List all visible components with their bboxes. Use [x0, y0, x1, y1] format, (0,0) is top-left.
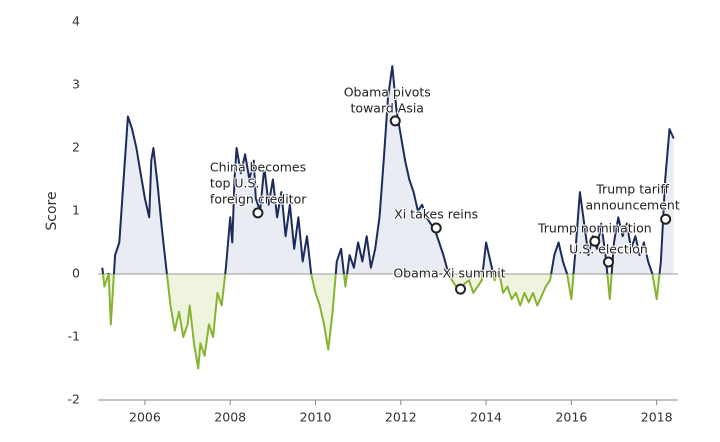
- annotation-label: toward Asia: [351, 100, 424, 115]
- y-tick-label: -2: [68, 392, 80, 407]
- y-tick-label: 3: [72, 77, 80, 92]
- x-tick-label: 2018: [641, 410, 673, 425]
- y-tick-label: 4: [72, 14, 80, 29]
- x-tick-label: 2012: [385, 410, 417, 425]
- y-tick-label: -1: [68, 329, 80, 344]
- annotation-label: Trump tariff: [595, 182, 669, 197]
- annotation-label: Trump nomination: [537, 221, 652, 236]
- annotation-label: Xi takes reins: [394, 207, 478, 222]
- x-tick-label: 2014: [470, 410, 502, 425]
- annotation-label: foreign creditor: [210, 191, 307, 206]
- y-tick-label: 1: [72, 203, 80, 218]
- annotation-label: Obama pivots: [344, 84, 431, 99]
- annotation-marker: [455, 283, 466, 295]
- annotation-label: announcement: [585, 198, 679, 213]
- annotation-label: top U.S.: [210, 175, 259, 190]
- annotation-label: China becomes: [210, 159, 306, 174]
- annotation-marker: [602, 256, 614, 268]
- y-axis-label: Score: [44, 191, 60, 230]
- annotation-marker: [389, 115, 401, 127]
- annotation-label: Obama-Xi summit: [393, 266, 505, 281]
- y-tick-label: 0: [72, 266, 80, 281]
- annotation-marker: [430, 222, 442, 234]
- annotation-marker: [660, 213, 672, 225]
- annotation-marker: [589, 235, 601, 247]
- annotation-label: U.S. election: [569, 242, 648, 257]
- x-tick-label: 2008: [214, 410, 246, 425]
- y-tick-label: 2: [72, 140, 80, 155]
- x-tick-label: 2016: [555, 410, 587, 425]
- area: [102, 66, 674, 369]
- annotation-marker: [252, 207, 264, 219]
- x-tick-label: 2006: [129, 410, 161, 425]
- line: [101, 65, 675, 370]
- x-tick-label: 2010: [300, 410, 332, 425]
